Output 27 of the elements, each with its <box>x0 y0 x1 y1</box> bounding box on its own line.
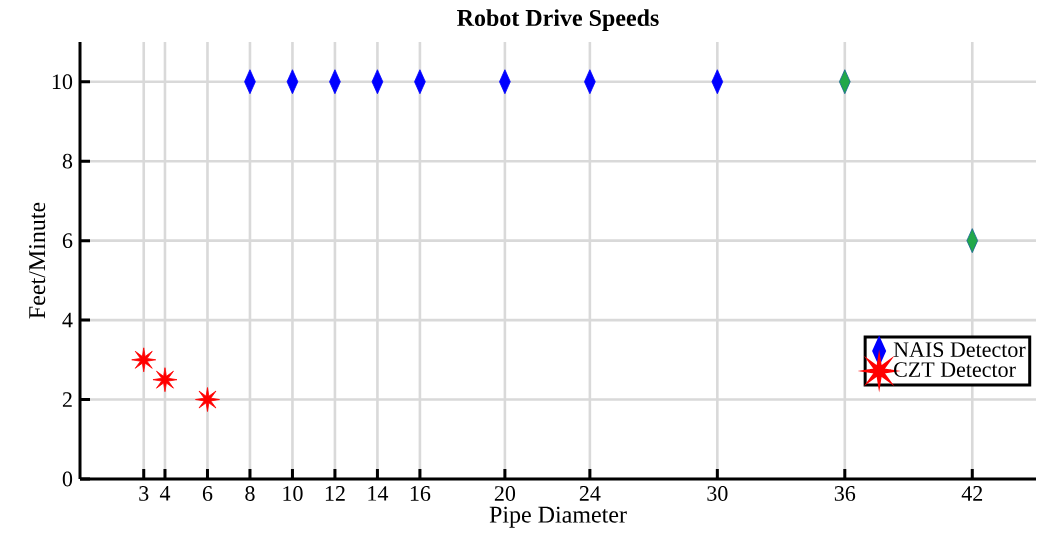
point <box>152 367 178 393</box>
point <box>195 387 220 412</box>
x-tick-label: 3 <box>139 486 149 501</box>
x-tick-label: 16 <box>410 486 431 501</box>
x-tick-label: 24 <box>579 486 601 501</box>
x-tick-label: 12 <box>325 486 345 501</box>
y-tick-label: 10 <box>52 74 73 90</box>
x-tick-label: 8 <box>245 486 255 501</box>
x-tick-label: 20 <box>494 486 516 501</box>
chart-title: Robot Drive Speeds <box>457 9 659 31</box>
x-tick-label: 10 <box>283 486 303 501</box>
x-tick-label: 6 <box>202 486 213 501</box>
legend-label: NAIS Detector <box>893 342 1026 358</box>
y-tick-label: 4 <box>62 312 73 328</box>
legend-label: CZT Detector <box>894 362 1016 378</box>
y-tick-label: 2 <box>62 392 72 407</box>
y-tick-label: 8 <box>62 153 73 169</box>
y-tick-label: 6 <box>62 233 73 249</box>
y-axis-title: Feet/Minute <box>29 202 46 319</box>
point <box>131 347 157 373</box>
x-tick-label: 4 <box>159 486 171 501</box>
x-tick-label: 14 <box>368 486 389 501</box>
x-tick-label: 42 <box>961 486 983 501</box>
x-tick-label: 36 <box>834 486 856 501</box>
x-axis-title: Pipe Diameter <box>489 506 627 528</box>
y-tick-label: 0 <box>62 471 73 487</box>
x-tick-label: 30 <box>707 486 728 501</box>
